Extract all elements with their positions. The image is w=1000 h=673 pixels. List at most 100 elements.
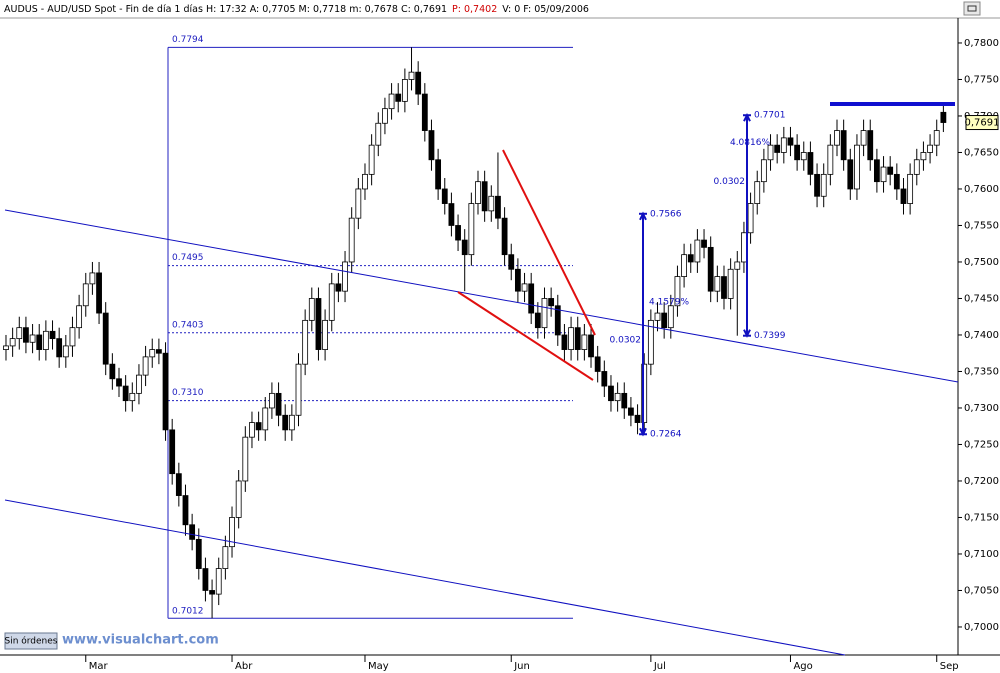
y-tick-label: 0,7650 — [964, 147, 999, 158]
candle-body — [528, 283, 535, 314]
candle-body — [754, 181, 761, 204]
candle-body — [262, 407, 269, 431]
candle-body — [734, 261, 741, 270]
candle-body — [495, 195, 501, 219]
candle-body — [288, 414, 295, 431]
candle-body — [362, 173, 368, 190]
fib-label: 0.7012 — [172, 607, 204, 617]
candle-body — [794, 144, 801, 161]
candle-body — [275, 392, 282, 416]
x-tick-label: Jul — [653, 661, 666, 672]
y-tick-label: 0,7250 — [964, 439, 999, 450]
watermark: www.visualchart.com — [62, 633, 219, 648]
candle-body — [541, 298, 548, 329]
candle-body — [721, 276, 727, 299]
candle-body — [102, 312, 109, 365]
channel-line — [4, 499, 846, 656]
candle-body — [701, 239, 707, 248]
fib-label: 0.7310 — [172, 388, 204, 398]
candle-body — [89, 272, 96, 285]
candle-body — [475, 181, 481, 204]
candle-body — [129, 392, 136, 402]
fib-label: 0.7403 — [172, 320, 204, 330]
y-tick-label: 0,7600 — [964, 184, 999, 195]
candle-body — [62, 345, 69, 358]
candle-body — [614, 392, 621, 402]
candle-body — [907, 173, 914, 204]
candle-body — [840, 130, 847, 161]
candle-body — [282, 414, 289, 431]
candle-body — [408, 71, 415, 80]
candle-body — [3, 345, 9, 350]
candle-body — [302, 319, 309, 365]
candle-body — [681, 254, 687, 277]
candle-body — [249, 422, 255, 438]
candle-body — [707, 246, 714, 292]
candle-body — [741, 232, 747, 263]
candle-body — [820, 173, 827, 197]
candle-body — [933, 130, 940, 146]
candle-body — [242, 436, 249, 482]
y-tick-label: 0,7100 — [964, 549, 999, 560]
candle-body — [155, 349, 162, 354]
y-tick-label: 0,7150 — [964, 512, 999, 523]
measure-diff: 0.0302 — [610, 336, 642, 346]
candle-body — [674, 276, 681, 307]
candle-body — [628, 407, 634, 416]
candle-body — [727, 268, 734, 299]
candle-body — [574, 327, 581, 350]
window-button[interactable] — [963, 1, 981, 16]
candle-body — [142, 356, 149, 376]
candle-body — [661, 312, 668, 329]
y-tick-label: 0,7450 — [964, 293, 999, 304]
y-tick-label: 0,7550 — [964, 220, 999, 231]
candle-body — [920, 152, 927, 161]
candle-body — [69, 327, 76, 347]
candle-body — [401, 79, 408, 102]
candle-body — [335, 283, 342, 292]
header-text: AUDUS - AUD/USD Spot - Fin de día 1 días… — [4, 4, 447, 15]
candle-body — [382, 108, 388, 124]
status-box[interactable] — [4, 632, 58, 650]
header: AUDUS - AUD/USD Spot - Fin de día 1 días… — [4, 4, 589, 15]
candle-body — [854, 144, 860, 190]
channel-line — [4, 209, 959, 383]
y-tick-label: 0,7500 — [964, 257, 999, 268]
candle-body — [940, 111, 947, 123]
candle-body — [508, 254, 515, 270]
y-tick-label: 0,7350 — [964, 366, 999, 377]
candle-body — [873, 159, 880, 183]
candle-body — [488, 195, 495, 212]
candle-body — [548, 298, 555, 307]
candle-body — [348, 217, 355, 263]
candle-body — [800, 152, 807, 161]
candle-body — [448, 203, 455, 226]
last-price-label: 0,7691 — [965, 118, 1000, 129]
candle-body — [355, 188, 362, 219]
wedge-line — [457, 291, 594, 381]
candle-body — [229, 517, 235, 548]
candle-body — [827, 144, 834, 175]
candle-body — [601, 371, 608, 387]
x-tick-label: Abr — [235, 661, 253, 672]
candle-body — [455, 225, 461, 241]
candle-body — [295, 363, 302, 416]
candle-body — [521, 283, 528, 292]
candle-body — [807, 152, 814, 175]
candle-body — [435, 159, 442, 190]
candle-body — [169, 429, 176, 475]
candle-body — [588, 334, 594, 358]
candle-body — [122, 385, 129, 402]
candle-body — [222, 546, 229, 569]
header-p: P: 0,7402 — [452, 4, 497, 15]
candle-body — [780, 137, 787, 153]
candle-body — [16, 327, 23, 340]
candle-body — [514, 268, 521, 292]
candle-body — [634, 414, 641, 423]
candle-body — [481, 181, 488, 212]
measure-to: 0.7566 — [650, 209, 682, 219]
x-tick-label: May — [368, 661, 389, 672]
candle-body — [189, 524, 196, 540]
measure-pct: 4.0816% — [730, 138, 770, 148]
candle-body — [182, 495, 189, 526]
